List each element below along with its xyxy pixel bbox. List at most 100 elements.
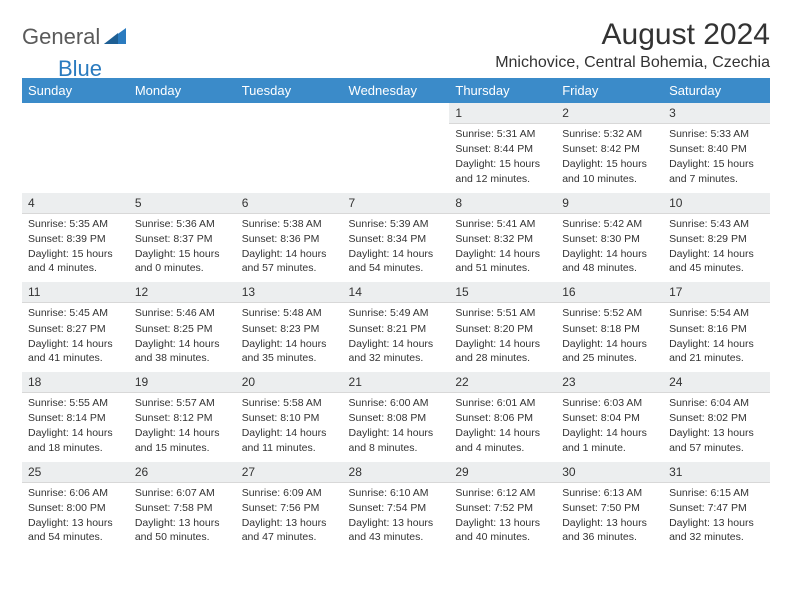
calendar-cell: 28Sunrise: 6:10 AMSunset: 7:54 PMDayligh… — [343, 462, 450, 552]
calendar-body: 1Sunrise: 5:31 AMSunset: 8:44 PMDaylight… — [22, 103, 770, 551]
daylight-text: Daylight: 15 hours and 4 minutes. — [28, 247, 123, 275]
sunset-text: Sunset: 8:12 PM — [135, 411, 230, 425]
logo: General — [22, 18, 128, 50]
daylight-text: Daylight: 14 hours and 54 minutes. — [349, 247, 444, 275]
day-details: Sunrise: 5:41 AMSunset: 8:32 PMDaylight:… — [449, 214, 556, 283]
daylight-text: Daylight: 14 hours and 25 minutes. — [562, 337, 657, 365]
calendar-cell — [343, 103, 450, 193]
daylight-text: Daylight: 14 hours and 11 minutes. — [242, 426, 337, 454]
sunrise-text: Sunrise: 5:58 AM — [242, 396, 337, 410]
sunrise-text: Sunrise: 5:41 AM — [455, 217, 550, 231]
day-details: Sunrise: 5:39 AMSunset: 8:34 PMDaylight:… — [343, 214, 450, 283]
day-number: 21 — [343, 372, 450, 393]
day-details: Sunrise: 6:12 AMSunset: 7:52 PMDaylight:… — [449, 483, 556, 552]
day-number: 28 — [343, 462, 450, 483]
sunrise-text: Sunrise: 6:13 AM — [562, 486, 657, 500]
day-details: Sunrise: 6:01 AMSunset: 8:06 PMDaylight:… — [449, 393, 556, 462]
daylight-text: Daylight: 14 hours and 57 minutes. — [242, 247, 337, 275]
day-details: Sunrise: 5:54 AMSunset: 8:16 PMDaylight:… — [663, 303, 770, 372]
calendar-cell — [236, 103, 343, 193]
calendar-cell: 17Sunrise: 5:54 AMSunset: 8:16 PMDayligh… — [663, 282, 770, 372]
sunrise-text: Sunrise: 5:46 AM — [135, 306, 230, 320]
sunrise-text: Sunrise: 5:49 AM — [349, 306, 444, 320]
daylight-text: Daylight: 14 hours and 35 minutes. — [242, 337, 337, 365]
weekday-header: Monday — [129, 78, 236, 103]
sunrise-text: Sunrise: 6:01 AM — [455, 396, 550, 410]
calendar-cell: 12Sunrise: 5:46 AMSunset: 8:25 PMDayligh… — [129, 282, 236, 372]
day-details: Sunrise: 5:31 AMSunset: 8:44 PMDaylight:… — [449, 124, 556, 193]
daylight-text: Daylight: 13 hours and 32 minutes. — [669, 516, 764, 544]
day-details: Sunrise: 6:04 AMSunset: 8:02 PMDaylight:… — [663, 393, 770, 462]
sunset-text: Sunset: 8:06 PM — [455, 411, 550, 425]
sunrise-text: Sunrise: 6:15 AM — [669, 486, 764, 500]
sunset-text: Sunset: 8:40 PM — [669, 142, 764, 156]
calendar-cell: 1Sunrise: 5:31 AMSunset: 8:44 PMDaylight… — [449, 103, 556, 193]
sunset-text: Sunset: 8:02 PM — [669, 411, 764, 425]
day-number: 14 — [343, 282, 450, 303]
daylight-text: Daylight: 15 hours and 12 minutes. — [455, 157, 550, 185]
calendar-cell: 30 Sunrise: 6:13 AMSunset: 7:50 PMDayligh… — [556, 462, 663, 552]
sunset-text: Sunset: 8:08 PM — [349, 411, 444, 425]
day-details: Sunrise: 5:58 AMSunset: 8:10 PMDaylight:… — [236, 393, 343, 462]
sunset-text: Sunset: 8:44 PM — [455, 142, 550, 156]
sunrise-text: Sunrise: 6:10 AM — [349, 486, 444, 500]
calendar-cell: 24Sunrise: 6:04 AMSunset: 8:02 PMDayligh… — [663, 372, 770, 462]
weekday-header: Thursday — [449, 78, 556, 103]
calendar-cell: 15Sunrise: 5:51 AMSunset: 8:20 PMDayligh… — [449, 282, 556, 372]
day-number: 13 — [236, 282, 343, 303]
day-number: 30 — [556, 462, 663, 483]
calendar-week-row: 4Sunrise: 5:35 AMSunset: 8:39 PMDaylight… — [22, 193, 770, 283]
calendar-cell: 27Sunrise: 6:09 AMSunset: 7:56 PMDayligh… — [236, 462, 343, 552]
sunset-text: Sunset: 7:50 PM — [562, 501, 657, 515]
calendar-cell: 21Sunrise: 6:00 AMSunset: 8:08 PMDayligh… — [343, 372, 450, 462]
day-details: Sunrise: 5:42 AMSunset: 8:30 PMDaylight:… — [556, 214, 663, 283]
day-number: 24 — [663, 372, 770, 393]
daylight-text: Daylight: 14 hours and 28 minutes. — [455, 337, 550, 365]
day-details: Sunrise: 6:10 AMSunset: 7:54 PMDaylight:… — [343, 483, 450, 552]
sunrise-text: Sunrise: 5:57 AM — [135, 396, 230, 410]
empty-cell — [236, 103, 343, 123]
calendar-cell — [129, 103, 236, 193]
daylight-text: Daylight: 14 hours and 41 minutes. — [28, 337, 123, 365]
calendar-cell: 29Sunrise: 6:12 AMSunset: 7:52 PMDayligh… — [449, 462, 556, 552]
day-details: Sunrise: 5:45 AMSunset: 8:27 PMDaylight:… — [22, 303, 129, 372]
sunset-text: Sunset: 7:58 PM — [135, 501, 230, 515]
sunrise-text: Sunrise: 5:39 AM — [349, 217, 444, 231]
calendar-cell: 3Sunrise: 5:33 AMSunset: 8:40 PMDaylight… — [663, 103, 770, 193]
weekday-header: Saturday — [663, 78, 770, 103]
sunrise-text: Sunrise: 6:09 AM — [242, 486, 337, 500]
sunrise-text: Sunrise: 5:55 AM — [28, 396, 123, 410]
daylight-text: Daylight: 13 hours and 54 minutes. — [28, 516, 123, 544]
day-details: Sunrise: 5:52 AMSunset: 8:18 PMDaylight:… — [556, 303, 663, 372]
day-details: Sunrise: 5:36 AMSunset: 8:37 PMDaylight:… — [129, 214, 236, 283]
sunrise-text: Sunrise: 5:43 AM — [669, 217, 764, 231]
sunset-text: Sunset: 8:30 PM — [562, 232, 657, 246]
day-number: 16 — [556, 282, 663, 303]
sunrise-text: Sunrise: 5:45 AM — [28, 306, 123, 320]
logo-text-blue: Blue — [58, 56, 102, 82]
day-number: 2 — [556, 103, 663, 124]
daylight-text: Daylight: 14 hours and 45 minutes. — [669, 247, 764, 275]
day-details: Sunrise: 5:49 AMSunset: 8:21 PMDaylight:… — [343, 303, 450, 372]
sunset-text: Sunset: 8:00 PM — [28, 501, 123, 515]
sunset-text: Sunset: 8:39 PM — [28, 232, 123, 246]
day-details: Sunrise: 5:38 AMSunset: 8:36 PMDaylight:… — [236, 214, 343, 283]
sunrise-text: Sunrise: 5:52 AM — [562, 306, 657, 320]
sunrise-text: Sunrise: 5:48 AM — [242, 306, 337, 320]
sunrise-text: Sunrise: 5:51 AM — [455, 306, 550, 320]
logo-text-general: General — [22, 24, 100, 50]
sunset-text: Sunset: 8:29 PM — [669, 232, 764, 246]
calendar-cell: 5Sunrise: 5:36 AMSunset: 8:37 PMDaylight… — [129, 193, 236, 283]
day-details: Sunrise: 6:00 AMSunset: 8:08 PMDaylight:… — [343, 393, 450, 462]
calendar-cell: 2Sunrise: 5:32 AMSunset: 8:42 PMDaylight… — [556, 103, 663, 193]
daylight-text: Daylight: 14 hours and 4 minutes. — [455, 426, 550, 454]
sunrise-text: Sunrise: 5:42 AM — [562, 217, 657, 231]
day-details: Sunrise: 6:03 AMSunset: 8:04 PMDaylight:… — [556, 393, 663, 462]
day-details: Sunrise: 5:51 AM Sunset: 8:20 PMDaylight:… — [449, 303, 556, 372]
daylight-text: Daylight: 13 hours and 36 minutes. — [562, 516, 657, 544]
sunrise-text: Sunrise: 5:35 AM — [28, 217, 123, 231]
calendar-cell: 7Sunrise: 5:39 AMSunset: 8:34 PMDaylight… — [343, 193, 450, 283]
calendar-cell: 22Sunrise: 6:01 AMSunset: 8:06 PMDayligh… — [449, 372, 556, 462]
day-number: 5 — [129, 193, 236, 214]
sunset-text: Sunset: 8:20 PM — [455, 322, 550, 336]
